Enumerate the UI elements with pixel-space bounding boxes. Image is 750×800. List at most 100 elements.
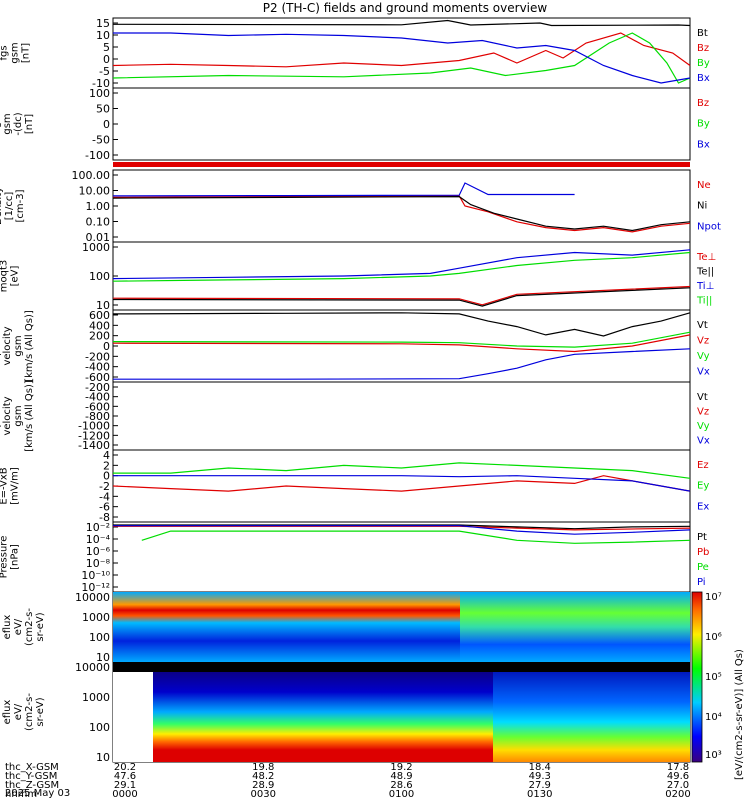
series-line-Vz	[112, 334, 691, 353]
legend-Ne: Ne	[697, 180, 711, 191]
colorbar: 10⁷ 10⁶ 10⁵ 10⁴ 10³ [eV/(cm2-s-sr-eV)] (…	[691, 591, 745, 780]
panel-frame	[112, 309, 691, 383]
x-axis-table: thc_X-GSM 20.2 19.8 19.2 18.4 17.8 thc_Y-GSM 47…	[5, 762, 691, 800]
x-tick-value: 27.0	[667, 780, 689, 791]
x-tick-value: 28.6	[390, 780, 412, 791]
y-tick-label: 10	[96, 651, 110, 664]
series-line-Bz	[112, 32, 691, 68]
x-tick-value: 0200	[665, 789, 690, 800]
x-row-label: thc_X-GSM	[5, 762, 59, 773]
y-tick-label: 10⁻⁴	[86, 533, 111, 546]
panel-1: 100 50 0 -50 -100 thcfgsgsm-(dc)[nT] Bz By Bx	[0, 87, 710, 162]
x-tick-value: 19.2	[390, 762, 412, 773]
panel-frame	[112, 449, 691, 523]
legend-By: By	[697, 58, 710, 69]
y-axis-label: thcpeervelocitygsm[km/s (All Qs)]	[0, 380, 35, 452]
x-tick-value: 29.1	[114, 780, 136, 791]
x-tick-value: 28.9	[252, 780, 274, 791]
panel-6: 420-2-4-6-8 E=-VxB[mV/m] Ez Ey Ex	[0, 449, 709, 524]
colorbar-tick: 10⁵	[705, 672, 722, 683]
y-tick-label: -2	[99, 480, 110, 493]
electron-spectrogram	[113, 662, 690, 762]
series-line-Ex	[113, 475, 691, 492]
y-tick-label: -600	[85, 400, 110, 413]
legend-Ti||: Ti||	[696, 296, 712, 307]
y-tick-label: 100	[89, 721, 110, 734]
legend-Bx: Bx	[697, 139, 710, 150]
y-tick-label: -1400	[78, 439, 110, 452]
y-tick-label: 10	[96, 29, 110, 42]
series-line-Ey	[113, 462, 691, 479]
legend-By: By	[697, 119, 710, 130]
y-tick-label: -8	[99, 511, 110, 524]
x-tick-value: 0130	[527, 789, 552, 800]
y-tick-label: 10.00	[79, 185, 111, 198]
panel-frame	[112, 381, 691, 451]
series-line-Pe	[141, 530, 691, 544]
legend-Vz: Vz	[697, 336, 709, 347]
y-tick-label: -400	[85, 391, 110, 404]
series-line-Npot	[112, 182, 575, 197]
series-line-Ti||	[112, 251, 691, 282]
y-tick-label: 5	[103, 41, 110, 54]
y-tick-label: 100.00	[72, 169, 111, 182]
x-tick-value: 19.8	[252, 762, 274, 773]
x-tick-value: 0100	[389, 789, 414, 800]
legend-Pe: Pe	[697, 562, 709, 573]
legend-Ey: Ey	[697, 481, 709, 492]
y-axis-label: Density[1/cc][cm-3]	[0, 187, 26, 225]
y-axis-label: E=-VxB[mV/m]	[0, 467, 21, 505]
y-axis-label: thcfgsgsm-(dc)[nT]	[0, 112, 35, 135]
x-tick-value: 49.6	[667, 771, 689, 782]
x-tick-value: 18.4	[529, 762, 551, 773]
legend-Pi: Pi	[697, 577, 706, 588]
series-line-By	[112, 32, 691, 84]
y-tick-label: 0.01	[86, 231, 111, 244]
series-line-Ni	[112, 195, 691, 232]
series-line-Te⊥	[112, 285, 691, 306]
x-tick-value: 27.9	[529, 780, 551, 791]
y-tick-label: 100	[89, 631, 110, 644]
y-tick-label: 10⁻⁶	[86, 545, 111, 558]
y-tick-label: 4	[103, 449, 110, 462]
legend-Ti⊥: Ti⊥	[696, 281, 714, 292]
y-tick-label: -10	[92, 77, 110, 90]
y-tick-label: -200	[85, 350, 110, 363]
y-axis-label: thcpeirenefluxeV/(cm2-s-sr-eV)	[0, 608, 46, 646]
y-tick-label: 50	[96, 103, 110, 116]
y-tick-label: 1000	[82, 691, 110, 704]
colorbar-tick: 10³	[705, 750, 722, 761]
y-axis-label: thcfgsgsm[nT]	[0, 42, 32, 63]
y-tick-label: 1000	[82, 611, 110, 624]
y-tick-label: 200	[89, 330, 110, 343]
y-tick-label: -6	[99, 501, 110, 514]
legend-Ex: Ex	[697, 501, 709, 512]
colorbar-label: [eV/(cm2-s-sr-eV)] (All Qs)	[734, 649, 745, 780]
y-tick-label: 1.00	[86, 200, 111, 213]
series-line-Ti⊥	[112, 249, 691, 280]
y-tick-label: 0	[103, 118, 110, 131]
x-tick-value: 47.6	[114, 771, 136, 782]
y-axis-label: moqt3[eV]	[0, 260, 21, 293]
series-line-Vx	[113, 348, 691, 380]
y-tick-label: -5	[99, 65, 110, 78]
panel-frame	[112, 169, 691, 243]
x-tick-value: 20.2	[114, 762, 136, 773]
legend-Ez: Ez	[697, 460, 709, 471]
y-tick-label: 10	[96, 751, 110, 764]
panel-frame	[112, 87, 691, 161]
legend-Vt: Vt	[697, 320, 708, 331]
y-tick-label: -800	[85, 410, 110, 423]
legend-Ni: Ni	[697, 201, 707, 212]
series-line-Ez	[112, 475, 691, 492]
colorbar-tick: 10⁴	[705, 712, 722, 723]
x-tick-value: 49.3	[529, 771, 551, 782]
legend-Vy: Vy	[697, 351, 710, 362]
y-tick-label: -1000	[78, 420, 110, 433]
legend-Pb: Pb	[697, 547, 709, 558]
panel-3: 1000 100 10 moqt3[eV] Te⊥ Te|| Ti⊥ Ti||	[0, 241, 716, 312]
x-tick-value: 48.9	[390, 771, 412, 782]
x-row-label: thc_Y-GSM	[5, 771, 57, 782]
